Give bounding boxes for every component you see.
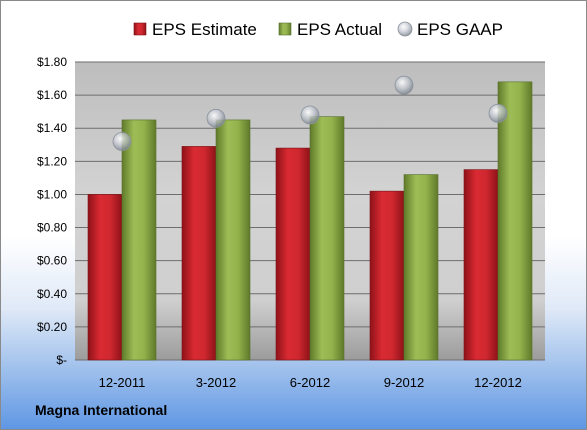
x-tick-label: 12-2011 bbox=[99, 375, 146, 390]
legend-label: EPS Actual bbox=[297, 20, 382, 39]
legend-swatch-eps-actual bbox=[278, 22, 292, 36]
legend-label: EPS GAAP bbox=[417, 20, 503, 39]
y-tick-label: $1.80 bbox=[37, 55, 67, 69]
x-axis-labels: 12-2011 3-2012 6-2012 9-2012 12-2012 bbox=[99, 375, 522, 390]
bar-eps-actual bbox=[309, 116, 345, 361]
bar-eps-estimate bbox=[369, 190, 405, 361]
x-tick-label: 12-2012 bbox=[474, 375, 522, 390]
legend-label: EPS Estimate bbox=[152, 20, 257, 39]
company-name: Magna International bbox=[35, 402, 168, 418]
x-tick-label: 3-2012 bbox=[196, 375, 236, 390]
bar-eps-actual bbox=[215, 119, 251, 361]
bar-eps-actual bbox=[497, 81, 533, 361]
bar-eps-estimate bbox=[181, 146, 217, 361]
legend: EPS Estimate EPS Actual EPS GAAP bbox=[133, 20, 503, 39]
marker-eps-gaap bbox=[112, 132, 132, 151]
y-tick-label: $0.20 bbox=[37, 320, 67, 334]
marker-eps-gaap bbox=[300, 105, 320, 125]
marker-eps-gaap bbox=[488, 103, 508, 123]
y-tick-label: $1.60 bbox=[37, 88, 67, 102]
bars bbox=[87, 81, 533, 361]
x-tick-label: 6-2012 bbox=[290, 375, 330, 390]
y-axis-labels: $- $0.20 $0.40 $0.60 $0.80 $1.00 $1.20 $1.40 $1.… bbox=[37, 55, 67, 367]
bar-eps-actual bbox=[403, 174, 439, 361]
legend-swatch-eps-estimate bbox=[133, 22, 147, 36]
marker-eps-gaap bbox=[206, 108, 226, 128]
y-tick-label: $0.60 bbox=[37, 254, 67, 268]
marker-eps-gaap bbox=[394, 75, 414, 95]
x-tick-label: 9-2012 bbox=[384, 375, 424, 390]
y-tick-label: $1.20 bbox=[37, 154, 67, 168]
bar-eps-actual bbox=[121, 119, 157, 361]
y-tick-label: $- bbox=[56, 353, 67, 367]
legend-swatch-eps-gaap bbox=[397, 21, 413, 37]
bar-eps-estimate bbox=[87, 194, 123, 361]
gaap-markers bbox=[112, 75, 508, 151]
y-tick-label: $1.40 bbox=[37, 121, 67, 135]
bar-eps-estimate bbox=[463, 169, 499, 361]
y-tick-label: $1.00 bbox=[37, 187, 67, 201]
bar-eps-estimate bbox=[275, 147, 311, 361]
y-tick-label: $0.80 bbox=[37, 221, 67, 235]
y-tick-label: $0.40 bbox=[37, 287, 67, 301]
